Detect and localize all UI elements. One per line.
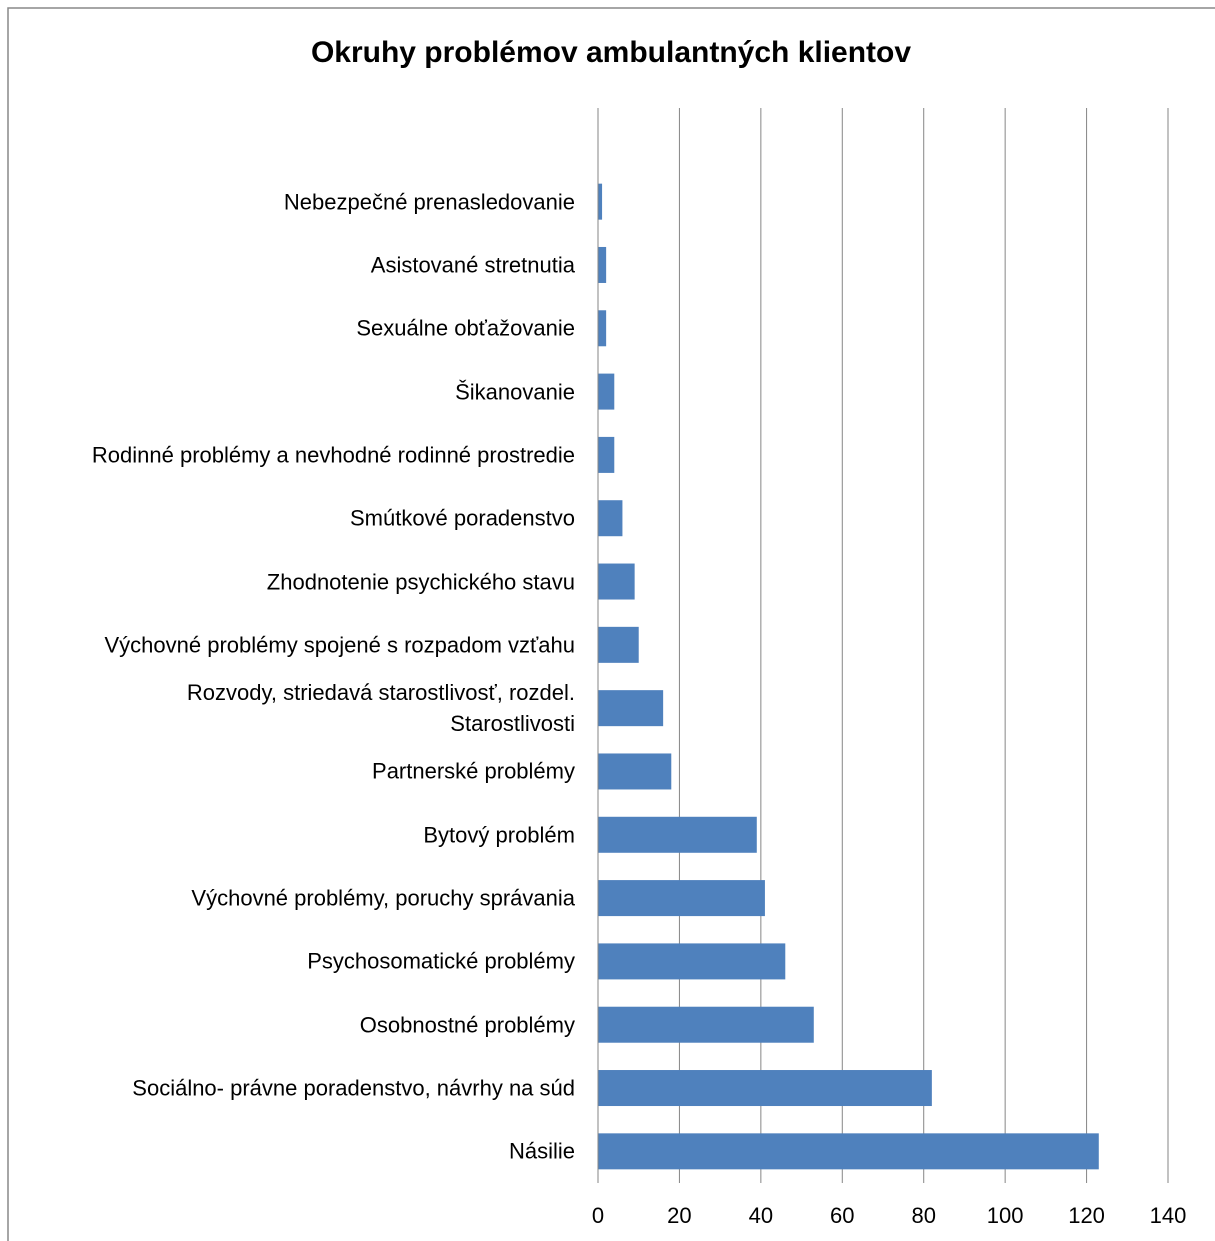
bar <box>598 563 635 600</box>
x-tick-label: 80 <box>911 1203 935 1228</box>
y-tick-label: Asistované stretnutia <box>370 252 575 278</box>
bar <box>598 436 615 473</box>
x-tick-label: 140 <box>1150 1203 1187 1228</box>
x-tick-label: 0 <box>592 1203 604 1228</box>
y-tick-label: Bytový problém <box>423 822 575 848</box>
y-tick-label: Sexuálne obťažovanie <box>356 315 575 341</box>
bar <box>598 310 607 347</box>
y-tick-label: Rodinné problémy a nevhodné rodinné pros… <box>91 442 575 468</box>
bar <box>598 943 786 980</box>
y-tick-label: Nebezpečné prenasledovanie <box>283 189 575 215</box>
x-tick-label: 60 <box>830 1203 854 1228</box>
x-tick-label: 100 <box>987 1203 1024 1228</box>
y-tick-label: Partnerské problémy <box>372 758 575 784</box>
bar <box>598 1133 1099 1170</box>
bar <box>598 816 757 853</box>
y-tick-label: Smútkové poradenstvo <box>349 505 575 531</box>
x-tick-label: 20 <box>667 1203 691 1228</box>
bar <box>598 183 603 220</box>
y-tick-label: Osobnostné problémy <box>359 1012 575 1038</box>
chart-border <box>7 7 1215 1241</box>
bar <box>598 1006 814 1043</box>
bar <box>598 626 639 663</box>
y-tick-label: Šikanovanie <box>455 379 575 405</box>
y-tick-label: Výchovné problémy spojené s rozpadom vzť… <box>104 632 575 658</box>
bar <box>598 1070 932 1107</box>
x-tick-label: 40 <box>749 1203 773 1228</box>
bar <box>598 373 615 410</box>
bar <box>598 690 664 727</box>
bar <box>598 500 623 537</box>
bar <box>598 246 607 283</box>
x-tick-label: 120 <box>1068 1203 1105 1228</box>
bar <box>598 880 765 917</box>
chart-title: Okruhy problémov ambulantných klientov <box>311 36 911 69</box>
y-tick-label: Zhodnotenie psychického stavu <box>266 569 575 595</box>
y-tick-label: Výchovné problémy, poruchy správania <box>191 885 575 911</box>
y-tick-label: Sociálno- právne poradenstvo, návrhy na … <box>132 1075 575 1101</box>
y-tick-label: Násilie <box>508 1138 575 1164</box>
y-tick-label: Rozvody, striedavá starostlivosť, rozdel… <box>186 680 575 737</box>
bar <box>598 753 672 790</box>
y-tick-label: Psychosomatické problémy <box>307 948 575 974</box>
